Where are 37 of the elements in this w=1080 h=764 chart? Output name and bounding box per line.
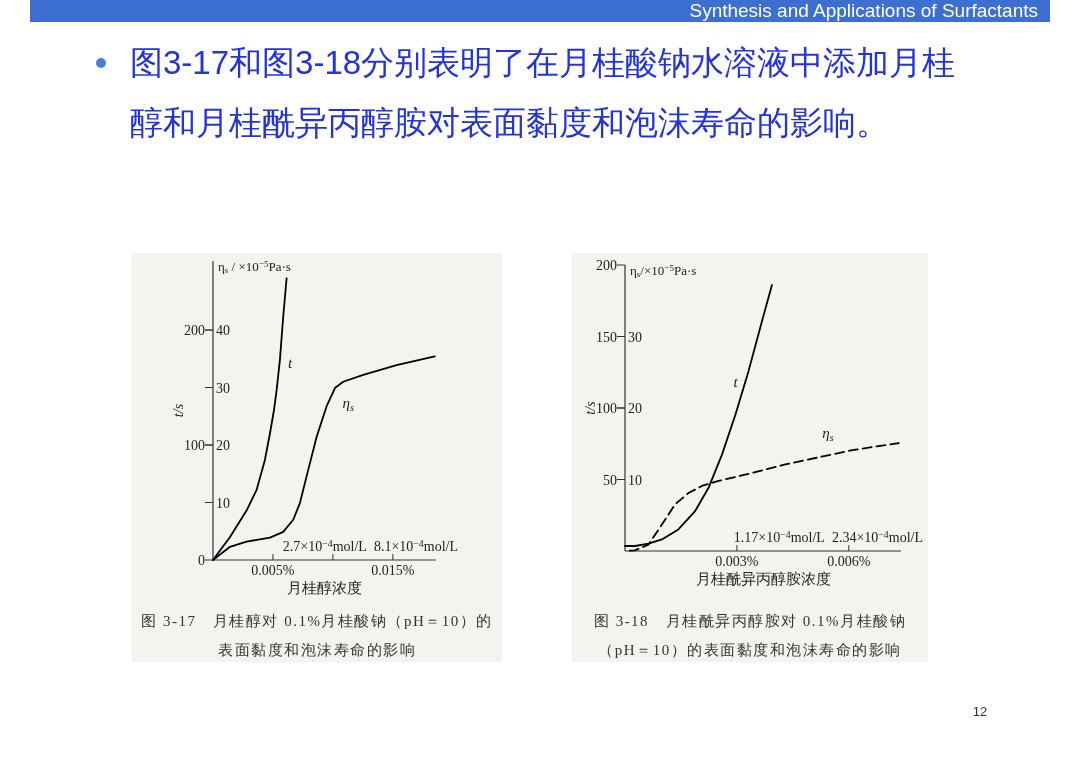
series-label: t: [733, 373, 739, 390]
caption: 图 3-17 月桂醇对 0.1%月桂酸钠（pH＝10）的表面黏度和泡沫寿命的影响: [141, 613, 493, 658]
annotation: 8.1×10$^{−4}$mol/L: [373, 537, 458, 554]
series-label: η$_{s}$: [342, 395, 355, 414]
y-tick-label: 10: [216, 495, 230, 511]
y-axis-title: η$_{s}$ / ×10$^{−5}$Pa·s: [218, 258, 291, 276]
y2-tick-label: 150: [596, 329, 617, 345]
x-tick-label: 0.015%: [371, 563, 415, 578]
caption: 图 3-18 月桂酰异丙醇胺对 0.1%月桂酸钠（pH＝10）的表面黏度和泡沫寿命的影响: [593, 613, 907, 658]
series-label: η$_{s}$: [822, 425, 834, 443]
y-tick-label: 10: [628, 472, 642, 488]
y-tick-label: 30: [216, 380, 230, 396]
annotation: 1.17×10$^{−4}$mol/L: [733, 528, 825, 545]
y2-tick-label: 200: [596, 258, 617, 273]
y2-tick-label: 0: [198, 553, 205, 568]
text: 12: [972, 704, 988, 719]
x-tick-label: 0.005%: [251, 563, 295, 578]
text: Synthesis and Applications of Surfactants: [689, 0, 1038, 21]
y2-tick-label: 200: [184, 323, 205, 338]
y2-axis-title: t/s: [171, 403, 186, 418]
y-axis-title: η$_{s}$/×10$^{−5}$Pa·s: [630, 262, 697, 280]
y-tick-label: 40: [216, 323, 230, 338]
y-tick-label: 20: [628, 401, 642, 416]
y2-tick-label: 100: [184, 438, 205, 453]
y-tick-label: 20: [216, 438, 230, 453]
y-tick-label: 30: [628, 329, 642, 345]
text: 图3-17和图3-18分别表明了在月桂酸钠水溶液中添加月桂醇和月桂酰异丙醇胺对表面黏度和泡沫寿命的影响。: [130, 44, 956, 141]
annotation: 2.7×10$^{−4}$mol/L: [282, 537, 367, 554]
y2-axis-title: t/s: [583, 400, 598, 415]
x-axis-title: 月桂酰异丙醇胺浓度: [695, 571, 831, 587]
y2-tick-label: 100: [596, 401, 617, 416]
x-tick-label: 0.003%: [715, 554, 759, 569]
x-axis-title: 月桂醇浓度: [287, 580, 362, 596]
series-label: t: [287, 354, 293, 371]
annotation: 2.34×10$^{−4}$mol/L: [831, 528, 923, 545]
y2-tick-label: 50: [603, 472, 617, 488]
x-tick-label: 0.006%: [827, 554, 871, 569]
